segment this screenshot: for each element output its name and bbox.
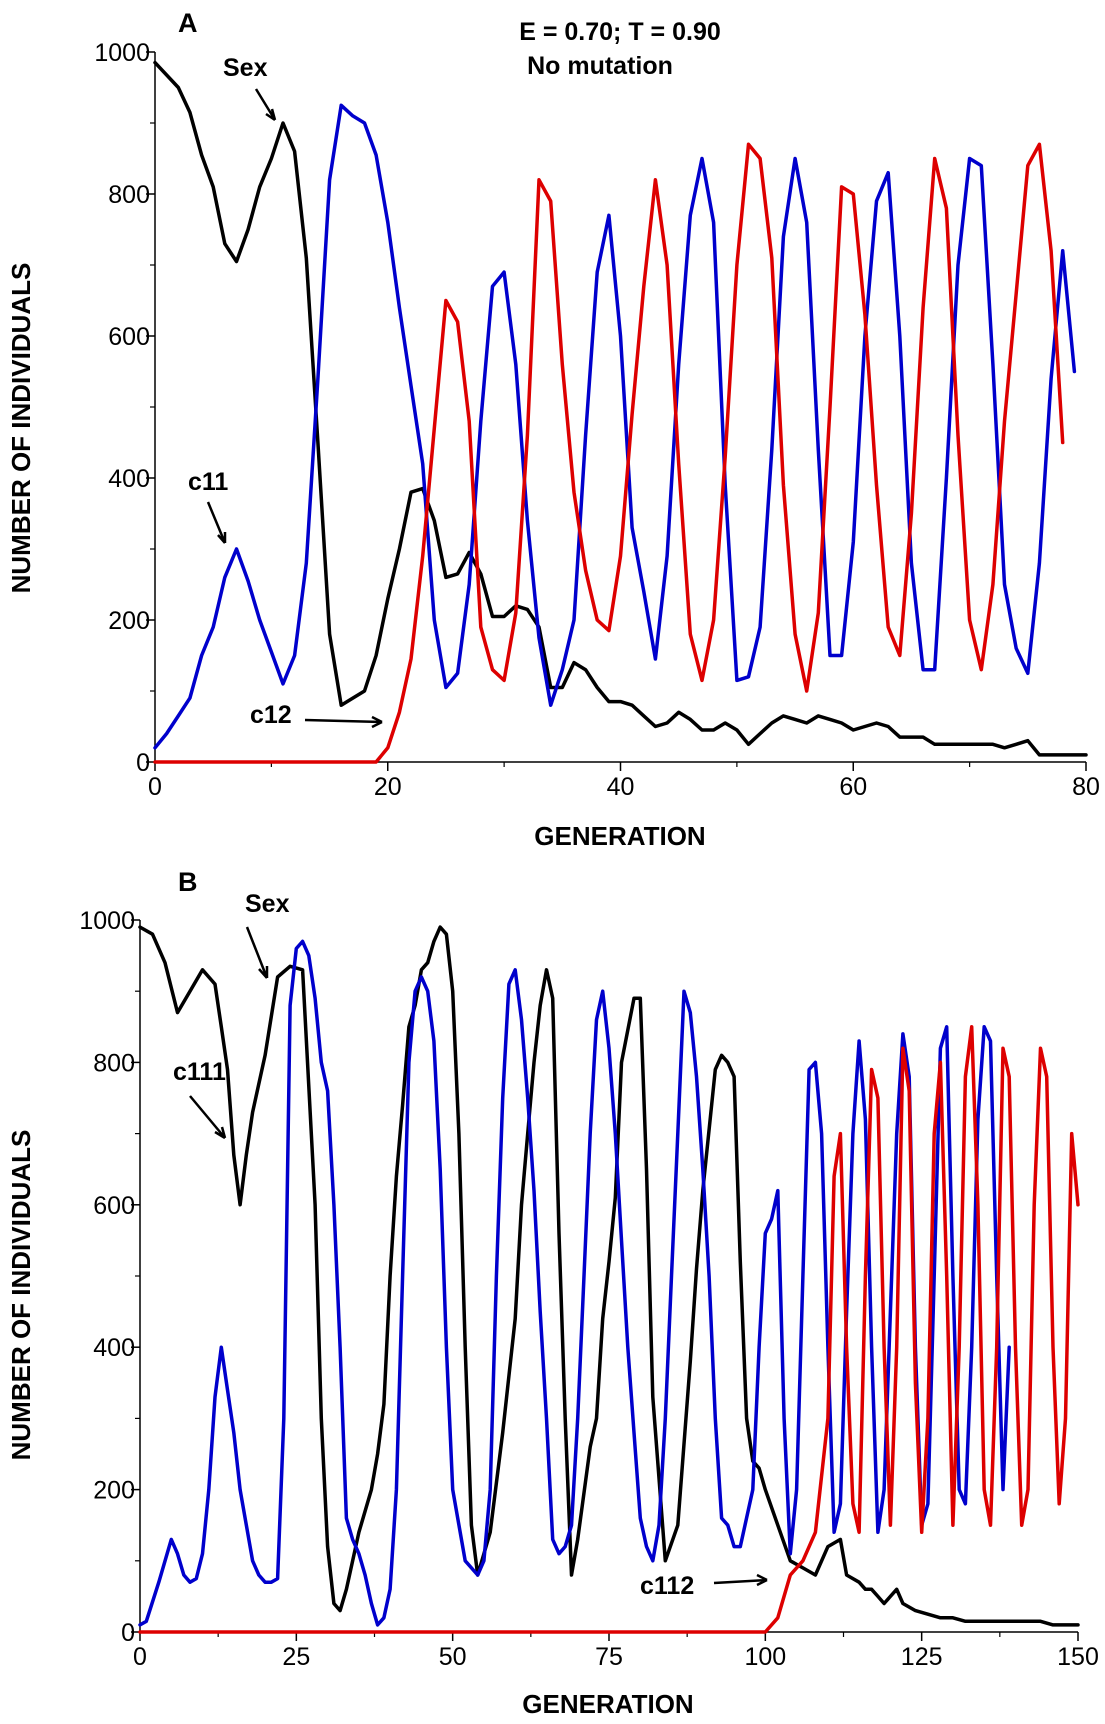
chart-panel-a: A E = 0.70; T = 0.90 No mutation GENERAT…	[6, 8, 1100, 851]
series-line-c112-b	[138, 1025, 1080, 1634]
arrow-sex-a	[254, 88, 277, 122]
series-group-a	[153, 60, 1088, 764]
y-tick-label: 0	[121, 1619, 135, 1647]
y-tick-label: 600	[93, 1192, 135, 1220]
x-axis-title-a: GENERATION	[534, 821, 705, 851]
parameters-annotation: E = 0.70; T = 0.90	[519, 18, 721, 46]
series-label-sex-a: Sex	[223, 54, 268, 82]
y-tick-label: 800	[93, 1049, 135, 1077]
series-line-sex-b	[138, 925, 1080, 1627]
series-label-sex-b: Sex	[245, 890, 290, 918]
panel-label-b: B	[178, 867, 198, 897]
y-tick-label: 200	[108, 607, 150, 635]
series-line-c111-b	[138, 939, 1011, 1627]
y-tick-label: 400	[93, 1334, 135, 1362]
x-tick-label: 20	[374, 773, 402, 801]
series-line-sex-a	[153, 60, 1088, 757]
y-tick-label: 800	[108, 181, 150, 209]
series-line-c12-a	[153, 142, 1065, 764]
arrow-c112	[713, 1573, 768, 1587]
x-tick-label: 50	[439, 1643, 467, 1671]
x-tick-label: 80	[1072, 773, 1100, 801]
arrow-c111	[189, 1095, 227, 1140]
chart-panel-b: B GENERATION NUMBER OF INDIVIDUALS 0 25 50…	[6, 867, 1099, 1719]
y-axis-title-b: NUMBER OF INDIVIDUALS	[6, 1130, 36, 1461]
y-tick-label: 200	[93, 1477, 135, 1505]
series-group-b	[138, 925, 1080, 1634]
x-tick-label: 100	[744, 1643, 786, 1671]
y-tick-label: 400	[108, 465, 150, 493]
series-label-c12: c12	[250, 701, 292, 729]
x-tick-label: 40	[607, 773, 635, 801]
series-label-c111: c111	[173, 1058, 226, 1086]
y-tick-label: 600	[108, 323, 150, 351]
series-label-c112: c112	[640, 1572, 694, 1600]
x-tick-label: 0	[133, 1643, 147, 1671]
series-line-c11-a	[153, 103, 1077, 750]
y-axis-title-a: NUMBER OF INDIVIDUALS	[6, 263, 36, 594]
y-tick-label: 1000	[94, 39, 150, 67]
x-axis-title-b: GENERATION	[522, 1689, 693, 1719]
y-tick-label: 0	[136, 749, 150, 777]
arrow-sex-b	[245, 926, 269, 979]
arrow-c11	[206, 501, 227, 544]
series-label-c11: c11	[188, 468, 228, 496]
x-tick-label: 0	[148, 773, 162, 801]
x-tick-label: 60	[839, 773, 867, 801]
y-tick-label: 1000	[79, 907, 135, 935]
arrow-c12	[304, 715, 383, 729]
mutation-annotation: No mutation	[527, 52, 673, 80]
x-tick-label: 150	[1057, 1643, 1099, 1671]
x-tick-label: 75	[595, 1643, 623, 1671]
panel-label-a: A	[178, 8, 198, 38]
x-tick-label: 125	[901, 1643, 943, 1671]
x-tick-label: 25	[282, 1643, 310, 1671]
